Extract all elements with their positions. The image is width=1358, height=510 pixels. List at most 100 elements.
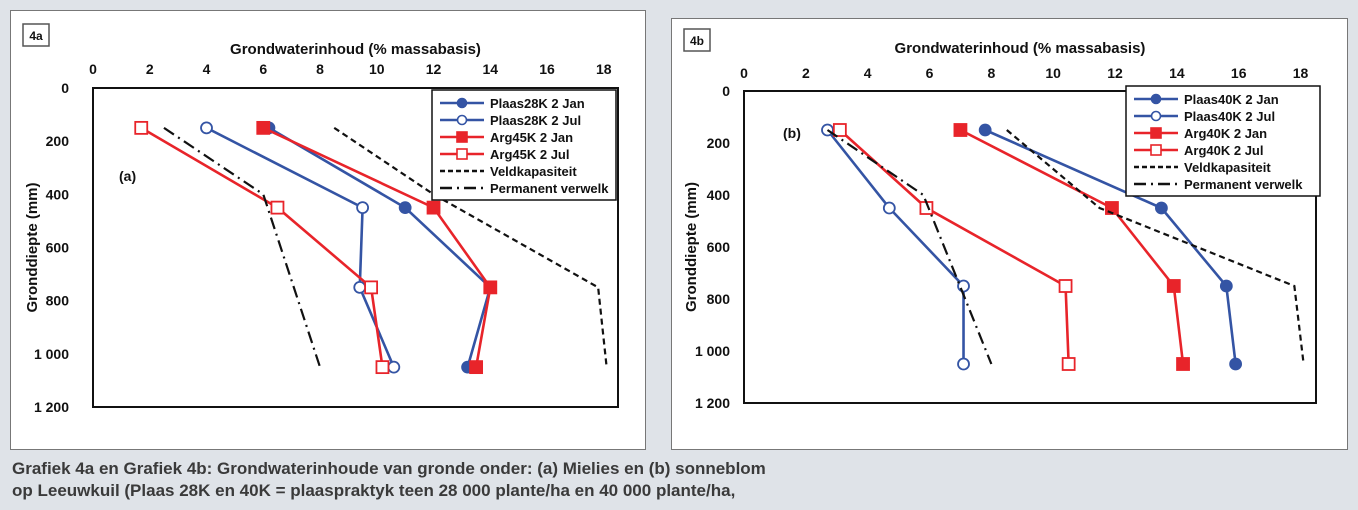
chart-4b-x-tick-label: 14 — [1169, 65, 1185, 81]
chart-4a-series-line-3 — [140, 126, 384, 368]
chart-4b-legend-marker-0 — [1150, 93, 1162, 105]
chart-4b-data-point-3 — [1061, 357, 1076, 371]
chart-4b-panel-label: (b) — [783, 125, 801, 141]
chart-4b-y-tick-label: 600 — [707, 239, 731, 255]
chart-4b-data-point-2 — [1176, 357, 1190, 371]
chart-4a-x-tick-label: 4 — [203, 61, 211, 77]
chart-4b-y-tick-label: 800 — [707, 291, 731, 307]
chart-4a-y-tick-label: 600 — [46, 240, 70, 256]
chart-4b-data-point-0 — [1155, 201, 1168, 215]
chart-4a-y-tick-label: 1 000 — [34, 346, 69, 362]
chart-4a-data-point-3 — [375, 360, 390, 375]
chart-4a-legend-label-0: Plaas28K 2 Jan — [490, 96, 585, 111]
chart-4b-x-axis-title: Grondwaterinhoud (% massabasis) — [895, 40, 1146, 57]
chart-4a-data-point-1 — [200, 121, 213, 135]
chart-4a-data-point-3 — [364, 280, 379, 295]
chart-4b-y-axis-title: Gronddiepte (mm) — [683, 182, 700, 312]
chart-4a-series-line-2 — [262, 126, 492, 368]
chart-4a-y-axis-title: Gronddiepte (mm) — [24, 182, 41, 312]
chart-4a-data-point-3 — [134, 120, 149, 135]
chart-4b-data-point-3 — [1058, 279, 1073, 293]
chart-4b-x-tick-label: 10 — [1045, 65, 1061, 81]
chart-4a-legend-box — [431, 89, 617, 201]
chart-4a-y-tick-label: 1 200 — [34, 399, 69, 415]
chart-4b-x-tick-label: 0 — [740, 65, 748, 81]
chart-4b-y-tick-label: 200 — [707, 135, 731, 151]
chart-4a-panel-label: (a) — [119, 168, 136, 184]
chart-4a-tag-box — [22, 23, 50, 47]
chart-4b-series-line-0 — [984, 128, 1237, 365]
chart-4b-data-point-2 — [953, 123, 968, 137]
chart-4a-x-tick-label: 12 — [426, 61, 442, 77]
chart-4b-legend-box — [1125, 85, 1321, 197]
chart-4b-legend-marker-1 — [1150, 110, 1162, 122]
chart-4b-plot-frame — [743, 90, 1317, 404]
chart-4a-legend-label-2: Arg45K 2 Jan — [490, 130, 573, 145]
chart-4b-y-tick-label: 400 — [707, 187, 731, 203]
chart-4a-data-point-1 — [353, 280, 367, 294]
chart-4a-data-point-2 — [483, 280, 498, 295]
chart-4b-x-tick-label: 8 — [987, 65, 995, 81]
chart-4b-series-line-4 — [1006, 129, 1305, 365]
chart-4a-x-tick-label: 0 — [89, 61, 97, 77]
chart-4a-x-tick-label: 16 — [539, 61, 555, 77]
chart-4b-x-tick-label: 6 — [926, 65, 934, 81]
chart-4b-legend-marker-3 — [1150, 144, 1162, 156]
chart-4a-series-line-1 — [205, 126, 396, 368]
chart-4a-x-tick-label: 8 — [316, 61, 324, 77]
chart-4b-x-tick-label: 16 — [1231, 65, 1247, 81]
chart-4b-data-point-1 — [882, 201, 896, 215]
chart-4b-svg: 4b Grondwaterinhoud (% massabasis) 0 2 4 6 8 10… — [683, 28, 1321, 411]
chart-4b-legend-label-0: Plaas40K 2 Jan — [1184, 92, 1279, 107]
chart-4a-y-tick-label: 0 — [61, 80, 69, 96]
chart-4a-data-point-3 — [270, 200, 285, 215]
chart-4a-data-point-1 — [387, 360, 401, 374]
chart-panel-4a: 4a Grondwaterinhoud (% massabasis) 0 2 4 6 8 10… — [10, 10, 646, 450]
chart-4a-series-line-0 — [268, 126, 492, 368]
chart-4a-legend-label-1: Plaas28K 2 Jul — [490, 113, 581, 128]
chart-4b-data-point-0 — [1219, 279, 1233, 293]
chart-4b-legend-label-4: Veldkapasiteit — [1184, 160, 1271, 175]
chart-4b-legend-label-5: Permanent verwelk — [1184, 177, 1303, 192]
chart-4b-legend-label-3: Arg40K 2 Jul — [1184, 143, 1263, 158]
chart-4b-data-point-2 — [1166, 279, 1181, 293]
chart-4a-x-tick-label: 2 — [146, 61, 154, 77]
chart-panel-4b: 4b Grondwaterinhoud (% massabasis) 0 2 4 6 8 10… — [671, 18, 1348, 450]
chart-4b-data-point-3 — [832, 123, 847, 137]
chart-4a-series-line-4 — [333, 126, 608, 368]
chart-4a-x-tick-label: 6 — [259, 61, 267, 77]
chart-4b-data-point-1 — [957, 357, 970, 371]
chart-4b-tag-label: 4b — [690, 34, 704, 48]
chart-4b-tag-box — [683, 28, 711, 52]
chart-4a-x-tick-label: 18 — [596, 61, 612, 77]
chart-4a-svg: 4a Grondwaterinhoud (% massabasis) 0 2 4 6 8 10… — [22, 23, 619, 415]
caption-line-2: op Leeuwkuil (Plaas 28K en 40K = plaaspr… — [12, 481, 736, 500]
chart-4a-legend-marker-3 — [456, 148, 468, 160]
chart-4a-plot-frame — [92, 87, 619, 408]
chart-4a-legend-label-3: Arg45K 2 Jul — [490, 147, 569, 162]
chart-4a-legend-marker-1 — [456, 114, 468, 126]
chart-4b-legend-label-2: Arg40K 2 Jan — [1184, 126, 1267, 141]
chart-4a-data-point-1 — [356, 201, 369, 215]
chart-4a-y-tick-label: 200 — [46, 133, 70, 149]
caption-line-1: Grafiek 4a en Grafiek 4b: Grondwaterinho… — [12, 459, 766, 478]
chart-4b-series-line-2 — [959, 128, 1185, 365]
chart-4a-data-point-2 — [469, 360, 484, 375]
chart-4a-legend-marker-0 — [456, 97, 468, 109]
chart-4b-y-tick-label: 1 200 — [695, 395, 730, 411]
chart-4a-x-axis-title: Grondwaterinhoud (% massabasis) — [230, 41, 481, 58]
chart-4a-data-point-2 — [426, 200, 441, 215]
chart-4b-legend-label-1: Plaas40K 2 Jul — [1184, 109, 1275, 124]
chart-4a-legend-label-4: Veldkapasiteit — [490, 164, 577, 179]
chart-4b-series-line-5 — [826, 129, 993, 365]
chart-4b-data-point-0 — [978, 123, 992, 137]
chart-4a-data-point-2 — [256, 120, 271, 135]
chart-4b-data-point-1 — [957, 279, 970, 293]
chart-4a-data-point-0 — [398, 201, 412, 215]
chart-4b-series-line-3 — [838, 129, 1070, 365]
chart-4b-x-tick-label: 2 — [802, 65, 810, 81]
chart-4b-x-tick-label: 12 — [1107, 65, 1123, 81]
chart-4a-x-tick-label: 10 — [369, 61, 385, 77]
chart-4b-series-line-1 — [826, 129, 965, 364]
chart-4b-y-tick-label: 1 000 — [695, 343, 730, 359]
